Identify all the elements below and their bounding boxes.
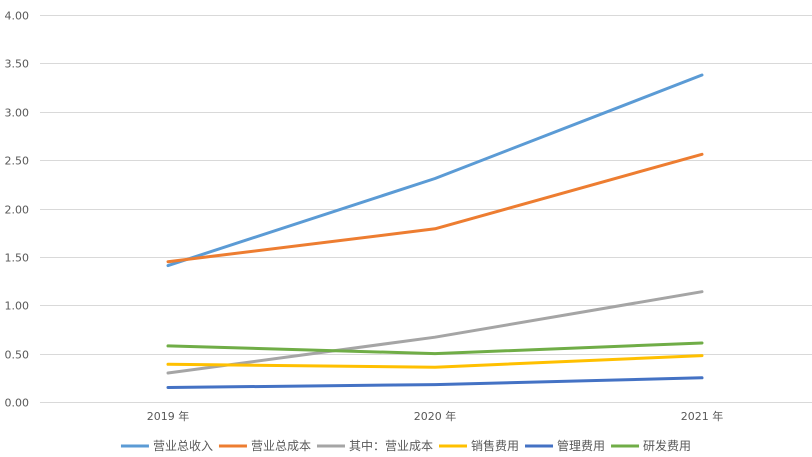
x-tick-label: 2019 年 (147, 409, 190, 423)
series-line-2 (166, 152, 704, 264)
legend-label: 营业总收入 (153, 439, 213, 453)
y-tick-label: 4.00 (5, 10, 30, 23)
legend-item: 营业总收入 (120, 439, 213, 453)
y-tick-label: 1.50 (5, 252, 30, 265)
legend-item: 其中：营业成本 (316, 438, 433, 453)
series-lines (166, 73, 704, 389)
x-tick-label: 2020 年 (414, 409, 457, 423)
legend-label: 管理费用 (557, 438, 605, 453)
y-tick-label: 3.00 (5, 107, 30, 120)
legend-label: 研发费用 (643, 438, 691, 453)
y-tick-label: 2.50 (5, 155, 30, 168)
y-tick-label: 3.50 (5, 58, 30, 71)
series-line-5 (166, 376, 704, 389)
legend-item: 管理费用 (525, 438, 605, 453)
y-tick-label: 0.00 (5, 397, 30, 410)
y-axis-tick-labels: 0.00 0.50 1.00 1.50 2.00 2.50 3.00 3.50 4.00 (5, 10, 30, 410)
series-line-1 (166, 73, 704, 268)
series-line-6 (166, 341, 704, 356)
legend-label: 营业总成本 (251, 439, 311, 453)
legend-label: 销售费用 (471, 438, 519, 453)
series-line-3 (166, 290, 704, 375)
legend-item: 营业总成本 (218, 439, 311, 453)
legend-label: 其中：营业成本 (349, 438, 433, 453)
y-tick-label: 0.50 (5, 349, 30, 362)
legend: 营业总收入 营业总成本 其中：营业成本 销售费用 管理费用 研发费用 (120, 438, 691, 453)
x-axis-tick-labels: 2019 年 2020 年 2021 年 (147, 409, 724, 423)
y-tick-label: 1.00 (5, 300, 30, 313)
grid-lines (40, 15, 812, 403)
x-tick-label: 2021 年 (681, 409, 724, 423)
legend-item: 研发费用 (611, 438, 691, 453)
series-line-4 (166, 354, 704, 369)
y-tick-label: 2.00 (5, 204, 30, 217)
legend-item: 销售费用 (439, 438, 519, 453)
